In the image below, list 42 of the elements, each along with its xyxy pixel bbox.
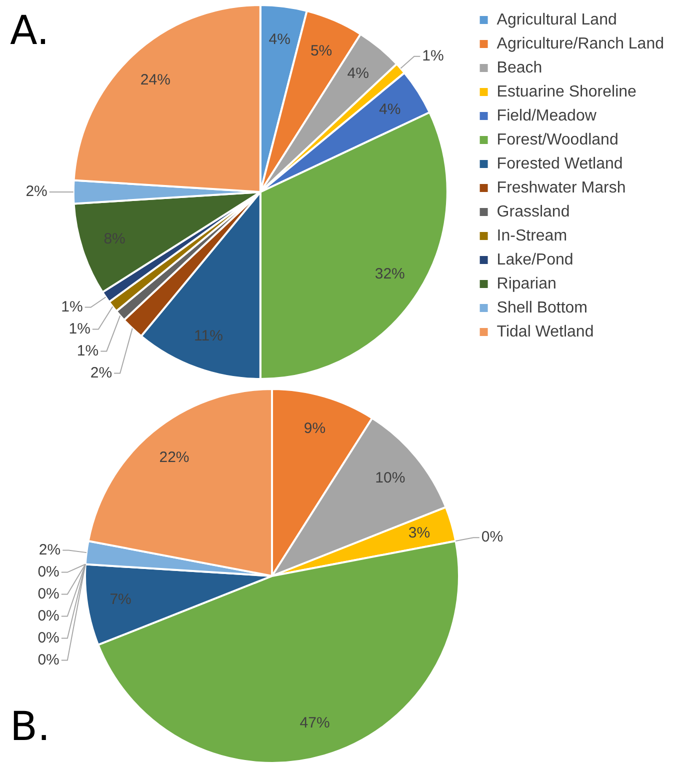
legend-label: In-Stream	[496, 227, 568, 244]
data-label: 4%	[268, 31, 290, 48]
data-label: 4%	[379, 100, 401, 118]
legend-label: Beach	[496, 59, 542, 76]
text: 0%	[38, 651, 60, 668]
legend-label: Estuarine Shoreline	[496, 83, 637, 100]
data-label: 32%	[374, 265, 405, 282]
data-label: 1%	[76, 342, 99, 360]
legend-label: Forested Wetland	[496, 155, 623, 172]
text: B.	[10, 704, 50, 750]
legend-label: Forest/Woodland	[496, 131, 618, 148]
text: 0%	[38, 585, 60, 602]
data-label: 2%	[26, 183, 48, 200]
text: 0%	[38, 563, 60, 580]
data-label: 3%	[408, 524, 430, 542]
legend-label: Field/Meadow	[496, 107, 597, 124]
data-label: 7%	[110, 591, 132, 608]
data-label: 2%	[90, 364, 112, 382]
data-label: 1%	[68, 320, 90, 338]
data-label: 1%	[422, 48, 444, 65]
data-label: 24%	[140, 71, 170, 88]
data-label: 2%	[38, 541, 61, 558]
data-label: 22%	[159, 448, 190, 466]
text: 0%	[38, 607, 60, 624]
legend-label: Shell Bottom	[496, 299, 588, 316]
legend-label: Riparian	[496, 275, 556, 292]
legend-label: Tidal Wetland	[496, 323, 594, 340]
data-label: 5%	[310, 42, 332, 60]
legend-label: Agriculture/Ranch Land	[496, 35, 664, 52]
data-label: 47%	[300, 714, 330, 732]
legend-label: Grassland	[496, 203, 570, 220]
chart-title: A.	[10, 8, 50, 54]
legend-label: Agricultural Land	[496, 11, 617, 28]
text: 0%	[481, 528, 504, 546]
data-label: 11%	[194, 327, 223, 344]
data-label: 9%	[304, 420, 326, 437]
legend-label: Lake/Pond	[496, 251, 574, 268]
data-label: 10%	[375, 469, 406, 486]
text: 0%	[38, 629, 60, 646]
legend-label: Freshwater Marsh	[496, 179, 626, 196]
data-label: 4%	[347, 64, 369, 82]
data-label: 1%	[61, 298, 83, 316]
